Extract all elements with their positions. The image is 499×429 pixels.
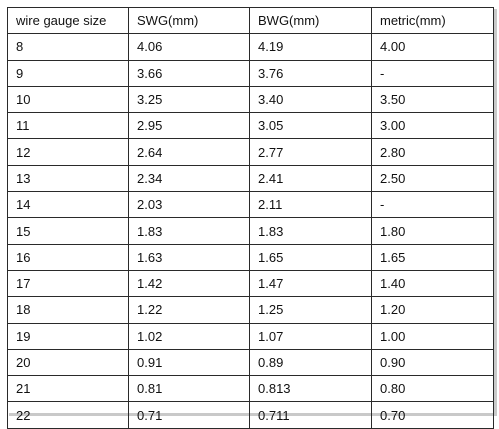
cell-metric: 3.50 (371, 85, 494, 114)
cell-swg: 0.91 (128, 348, 250, 377)
cell-bwg: 1.65 (249, 243, 372, 271)
cell-metric: 3.00 (371, 112, 494, 140)
header-wire-gauge-size: wire gauge size (7, 6, 129, 35)
cell-metric: 0.80 (371, 375, 494, 403)
cell-gauge: 13 (7, 164, 129, 193)
cell-gauge: 22 (7, 401, 129, 429)
cell-gauge: 16 (7, 243, 129, 271)
table-row: 12 2.64 2.77 2.80 (7, 138, 494, 166)
cell-bwg: 3.76 (249, 59, 372, 87)
cell-metric: - (371, 59, 494, 87)
cell-bwg: 1.25 (249, 296, 372, 324)
cell-metric: 1.00 (371, 322, 494, 350)
cell-bwg: 0.813 (249, 375, 372, 403)
cell-metric: 0.90 (371, 348, 494, 377)
cell-bwg: 1.07 (249, 322, 372, 350)
table-frame: wire gauge size SWG(mm) BWG(mm) metric(m… (7, 6, 497, 429)
cell-bwg: 3.40 (249, 85, 372, 114)
cell-gauge: 12 (7, 138, 129, 166)
table-row: 13 2.34 2.41 2.50 (7, 164, 494, 193)
table-row: 22 0.71 0.711 0.70 (7, 401, 494, 429)
header-metric: metric(mm) (371, 6, 494, 35)
table-row: 10 3.25 3.40 3.50 (7, 85, 494, 114)
cell-gauge: 15 (7, 217, 129, 245)
cell-swg: 1.22 (128, 296, 250, 324)
cell-bwg: 2.77 (249, 138, 372, 166)
cell-metric: 1.80 (371, 217, 494, 245)
cell-metric: 1.40 (371, 269, 494, 298)
table-row: 21 0.81 0.813 0.80 (7, 375, 494, 403)
cell-metric: 2.50 (371, 164, 494, 193)
cell-metric: 2.80 (371, 138, 494, 166)
cell-bwg: 1.83 (249, 217, 372, 245)
table-row: 16 1.63 1.65 1.65 (7, 243, 494, 271)
cell-swg: 3.25 (128, 85, 250, 114)
table-row: 17 1.42 1.47 1.40 (7, 269, 494, 298)
cell-swg: 0.71 (128, 401, 250, 429)
cell-bwg: 1.47 (249, 269, 372, 298)
cell-gauge: 20 (7, 348, 129, 377)
cell-swg: 1.63 (128, 243, 250, 271)
cell-swg: 2.03 (128, 191, 250, 219)
table-row: 20 0.91 0.89 0.90 (7, 348, 494, 377)
cell-gauge: 19 (7, 322, 129, 350)
wire-gauge-table: wire gauge size SWG(mm) BWG(mm) metric(m… (7, 6, 494, 429)
cell-bwg: 0.711 (249, 401, 372, 429)
cell-gauge: 18 (7, 296, 129, 324)
cell-swg: 1.42 (128, 269, 250, 298)
table-row: 14 2.03 2.11 - (7, 191, 494, 219)
table-row: 9 3.66 3.76 - (7, 59, 494, 87)
cell-swg: 1.83 (128, 217, 250, 245)
cell-metric: 1.65 (371, 243, 494, 271)
cell-bwg: 4.19 (249, 33, 372, 61)
cell-swg: 2.95 (128, 112, 250, 140)
table-row: 8 4.06 4.19 4.00 (7, 33, 494, 61)
cell-swg: 2.64 (128, 138, 250, 166)
cell-metric: - (371, 191, 494, 219)
cell-swg: 1.02 (128, 322, 250, 350)
table-header-row: wire gauge size SWG(mm) BWG(mm) metric(m… (7, 6, 494, 35)
cell-gauge: 10 (7, 85, 129, 114)
table-row: 15 1.83 1.83 1.80 (7, 217, 494, 245)
table-row: 11 2.95 3.05 3.00 (7, 112, 494, 140)
cell-swg: 2.34 (128, 164, 250, 193)
cell-bwg: 3.05 (249, 112, 372, 140)
cell-gauge: 8 (7, 33, 129, 61)
cell-gauge: 14 (7, 191, 129, 219)
cell-gauge: 21 (7, 375, 129, 403)
cell-metric: 1.20 (371, 296, 494, 324)
cell-gauge: 17 (7, 269, 129, 298)
header-bwg: BWG(mm) (249, 6, 372, 35)
cell-bwg: 2.41 (249, 164, 372, 193)
cell-bwg: 2.11 (249, 191, 372, 219)
cell-gauge: 11 (7, 112, 129, 140)
cell-swg: 3.66 (128, 59, 250, 87)
cell-metric: 0.70 (371, 401, 494, 429)
cell-swg: 4.06 (128, 33, 250, 61)
cell-metric: 4.00 (371, 33, 494, 61)
header-swg: SWG(mm) (128, 6, 250, 35)
table-shadow-right (494, 9, 497, 415)
cell-bwg: 0.89 (249, 348, 372, 377)
cell-gauge: 9 (7, 59, 129, 87)
table-row: 18 1.22 1.25 1.20 (7, 296, 494, 324)
table-row: 19 1.02 1.07 1.00 (7, 322, 494, 350)
cell-swg: 0.81 (128, 375, 250, 403)
